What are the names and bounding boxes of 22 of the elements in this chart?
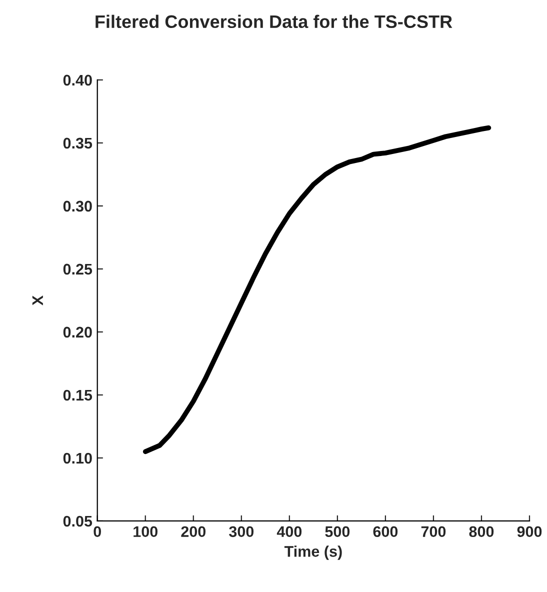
x-tick-label: 300 <box>229 526 254 538</box>
y-tick-label: 0.25 <box>63 264 92 275</box>
line-series <box>142 125 492 454</box>
x-tick-label: 700 <box>421 526 446 538</box>
y-tick-label: 0.30 <box>63 200 92 212</box>
y-tick-label: 0.20 <box>63 326 92 338</box>
y-tick-label: 0.05 <box>63 516 92 527</box>
y-tick-label: 0.35 <box>63 138 92 149</box>
y-tick-label: 0.10 <box>63 452 92 464</box>
x-axis-title: Time (s) <box>284 546 342 560</box>
y-axis-title: X <box>32 295 43 306</box>
y-tick-label: 0.15 <box>63 390 92 401</box>
y-tick-label: 0.40 <box>63 74 92 86</box>
x-tick-label: 900 <box>517 526 542 538</box>
x-tick-label: 0 <box>94 526 101 538</box>
x-tick-label: 500 <box>325 526 350 538</box>
x-tick-label: 600 <box>373 526 398 538</box>
x-tick-label: 200 <box>181 526 206 538</box>
chart-title: Filtered Conversion Data for the TS-CSTR <box>96 14 452 28</box>
x-tick-label: 400 <box>276 526 302 538</box>
x-tick-label: 100 <box>134 526 158 538</box>
x-tick-label: 800 <box>469 526 494 538</box>
